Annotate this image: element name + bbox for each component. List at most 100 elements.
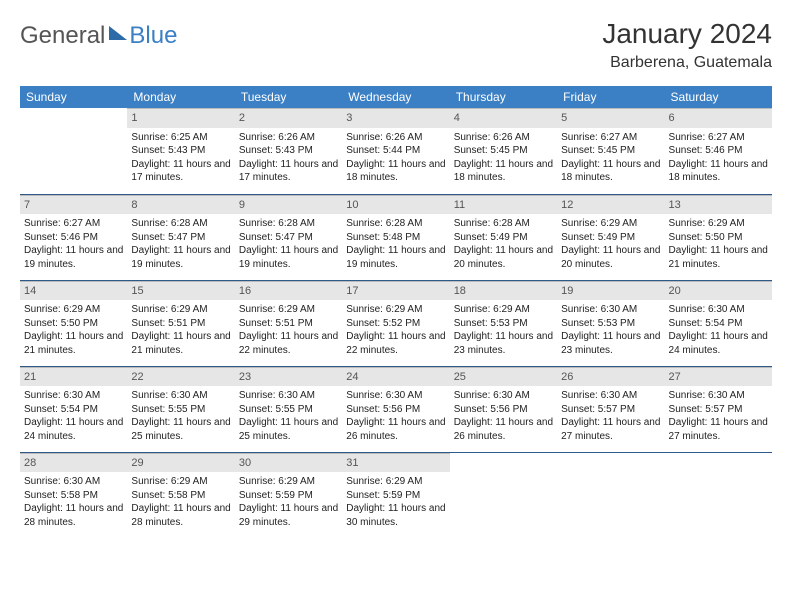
sunrise-line: Sunrise: 6:29 AM <box>239 475 338 489</box>
sunrise-line: Sunrise: 6:29 AM <box>669 217 768 231</box>
day-details: Sunrise: 6:28 AMSunset: 5:48 PMDaylight:… <box>342 214 449 273</box>
day-details: Sunrise: 6:29 AMSunset: 5:50 PMDaylight:… <box>20 300 127 359</box>
calendar-cell: 2Sunrise: 6:26 AMSunset: 5:43 PMDaylight… <box>235 108 342 194</box>
title-block: January 2024 Barberena, Guatemala <box>602 18 772 72</box>
sunset-line: Sunset: 5:52 PM <box>346 317 445 331</box>
daylight-line: Daylight: 11 hours and 18 minutes. <box>346 158 445 185</box>
daylight-line: Daylight: 11 hours and 24 minutes. <box>669 330 768 357</box>
weekday-header: Saturday <box>665 86 772 108</box>
day-number: 7 <box>20 195 127 215</box>
day-details: Sunrise: 6:26 AMSunset: 5:44 PMDaylight:… <box>342 128 449 187</box>
calendar-cell: 7Sunrise: 6:27 AMSunset: 5:46 PMDaylight… <box>20 194 127 280</box>
calendar-cell: 26Sunrise: 6:30 AMSunset: 5:57 PMDayligh… <box>557 366 664 452</box>
day-number: 29 <box>127 453 234 473</box>
calendar-cell: 5Sunrise: 6:27 AMSunset: 5:45 PMDaylight… <box>557 108 664 194</box>
brand-sail-icon <box>109 26 127 40</box>
weekday-header: Wednesday <box>342 86 449 108</box>
sunrise-line: Sunrise: 6:30 AM <box>239 389 338 403</box>
sunrise-line: Sunrise: 6:30 AM <box>24 475 123 489</box>
calendar-cell: 8Sunrise: 6:28 AMSunset: 5:47 PMDaylight… <box>127 194 234 280</box>
day-details: Sunrise: 6:29 AMSunset: 5:59 PMDaylight:… <box>235 472 342 531</box>
sunrise-line: Sunrise: 6:27 AM <box>561 131 660 145</box>
daylight-line: Daylight: 11 hours and 17 minutes. <box>239 158 338 185</box>
day-number: 21 <box>20 367 127 387</box>
sunrise-line: Sunrise: 6:30 AM <box>561 389 660 403</box>
sunrise-line: Sunrise: 6:25 AM <box>131 131 230 145</box>
brand-word-1: General <box>20 22 105 50</box>
calendar-cell <box>557 452 664 538</box>
calendar-cell: 3Sunrise: 6:26 AMSunset: 5:44 PMDaylight… <box>342 108 449 194</box>
daylight-line: Daylight: 11 hours and 18 minutes. <box>669 158 768 185</box>
sunset-line: Sunset: 5:51 PM <box>239 317 338 331</box>
day-number: 17 <box>342 281 449 301</box>
day-details: Sunrise: 6:26 AMSunset: 5:43 PMDaylight:… <box>235 128 342 187</box>
calendar-table: SundayMondayTuesdayWednesdayThursdayFrid… <box>20 86 772 538</box>
calendar-cell: 24Sunrise: 6:30 AMSunset: 5:56 PMDayligh… <box>342 366 449 452</box>
calendar-cell: 6Sunrise: 6:27 AMSunset: 5:46 PMDaylight… <box>665 108 772 194</box>
day-number: 18 <box>450 281 557 301</box>
sunrise-line: Sunrise: 6:28 AM <box>346 217 445 231</box>
daylight-line: Daylight: 11 hours and 18 minutes. <box>454 158 553 185</box>
day-number: 20 <box>665 281 772 301</box>
sunrise-line: Sunrise: 6:30 AM <box>131 389 230 403</box>
day-details: Sunrise: 6:30 AMSunset: 5:56 PMDaylight:… <box>450 386 557 445</box>
calendar-week-row: 14Sunrise: 6:29 AMSunset: 5:50 PMDayligh… <box>20 280 772 366</box>
calendar-cell <box>450 452 557 538</box>
calendar-cell: 25Sunrise: 6:30 AMSunset: 5:56 PMDayligh… <box>450 366 557 452</box>
calendar-cell: 15Sunrise: 6:29 AMSunset: 5:51 PMDayligh… <box>127 280 234 366</box>
month-title: January 2024 <box>602 18 772 50</box>
weekday-header-row: SundayMondayTuesdayWednesdayThursdayFrid… <box>20 86 772 108</box>
daylight-line: Daylight: 11 hours and 19 minutes. <box>239 244 338 271</box>
sunset-line: Sunset: 5:49 PM <box>561 231 660 245</box>
calendar-cell: 20Sunrise: 6:30 AMSunset: 5:54 PMDayligh… <box>665 280 772 366</box>
day-details: Sunrise: 6:28 AMSunset: 5:47 PMDaylight:… <box>127 214 234 273</box>
sunrise-line: Sunrise: 6:28 AM <box>131 217 230 231</box>
day-details: Sunrise: 6:27 AMSunset: 5:46 PMDaylight:… <box>20 214 127 273</box>
daylight-line: Daylight: 11 hours and 21 minutes. <box>131 330 230 357</box>
day-details: Sunrise: 6:29 AMSunset: 5:52 PMDaylight:… <box>342 300 449 359</box>
sunset-line: Sunset: 5:45 PM <box>454 144 553 158</box>
sunset-line: Sunset: 5:56 PM <box>346 403 445 417</box>
daylight-line: Daylight: 11 hours and 27 minutes. <box>561 416 660 443</box>
calendar-body: 1Sunrise: 6:25 AMSunset: 5:43 PMDaylight… <box>20 108 772 538</box>
day-details: Sunrise: 6:30 AMSunset: 5:55 PMDaylight:… <box>127 386 234 445</box>
sunset-line: Sunset: 5:49 PM <box>454 231 553 245</box>
calendar-cell: 17Sunrise: 6:29 AMSunset: 5:52 PMDayligh… <box>342 280 449 366</box>
location-label: Barberena, Guatemala <box>602 54 772 72</box>
calendar-cell: 18Sunrise: 6:29 AMSunset: 5:53 PMDayligh… <box>450 280 557 366</box>
day-number: 26 <box>557 367 664 387</box>
calendar-cell: 1Sunrise: 6:25 AMSunset: 5:43 PMDaylight… <box>127 108 234 194</box>
calendar-cell: 21Sunrise: 6:30 AMSunset: 5:54 PMDayligh… <box>20 366 127 452</box>
daylight-line: Daylight: 11 hours and 17 minutes. <box>131 158 230 185</box>
sunset-line: Sunset: 5:44 PM <box>346 144 445 158</box>
calendar-cell: 30Sunrise: 6:29 AMSunset: 5:59 PMDayligh… <box>235 452 342 538</box>
sunrise-line: Sunrise: 6:29 AM <box>454 303 553 317</box>
calendar-cell: 16Sunrise: 6:29 AMSunset: 5:51 PMDayligh… <box>235 280 342 366</box>
sunrise-line: Sunrise: 6:30 AM <box>669 303 768 317</box>
calendar-cell: 28Sunrise: 6:30 AMSunset: 5:58 PMDayligh… <box>20 452 127 538</box>
day-number: 24 <box>342 367 449 387</box>
day-number: 16 <box>235 281 342 301</box>
sunset-line: Sunset: 5:57 PM <box>669 403 768 417</box>
calendar-cell: 23Sunrise: 6:30 AMSunset: 5:55 PMDayligh… <box>235 366 342 452</box>
day-number: 9 <box>235 195 342 215</box>
day-number: 2 <box>235 108 342 128</box>
daylight-line: Daylight: 11 hours and 19 minutes. <box>346 244 445 271</box>
day-number: 25 <box>450 367 557 387</box>
weekday-header: Tuesday <box>235 86 342 108</box>
daylight-line: Daylight: 11 hours and 18 minutes. <box>561 158 660 185</box>
sunset-line: Sunset: 5:55 PM <box>131 403 230 417</box>
daylight-line: Daylight: 11 hours and 26 minutes. <box>454 416 553 443</box>
sunrise-line: Sunrise: 6:30 AM <box>561 303 660 317</box>
day-details: Sunrise: 6:30 AMSunset: 5:58 PMDaylight:… <box>20 472 127 531</box>
sunset-line: Sunset: 5:59 PM <box>346 489 445 503</box>
day-details: Sunrise: 6:27 AMSunset: 5:45 PMDaylight:… <box>557 128 664 187</box>
sunset-line: Sunset: 5:50 PM <box>24 317 123 331</box>
day-number: 15 <box>127 281 234 301</box>
day-details: Sunrise: 6:27 AMSunset: 5:46 PMDaylight:… <box>665 128 772 187</box>
calendar-cell: 22Sunrise: 6:30 AMSunset: 5:55 PMDayligh… <box>127 366 234 452</box>
brand-word-2: Blue <box>129 22 177 50</box>
sunset-line: Sunset: 5:47 PM <box>239 231 338 245</box>
day-number: 30 <box>235 453 342 473</box>
sunset-line: Sunset: 5:53 PM <box>561 317 660 331</box>
